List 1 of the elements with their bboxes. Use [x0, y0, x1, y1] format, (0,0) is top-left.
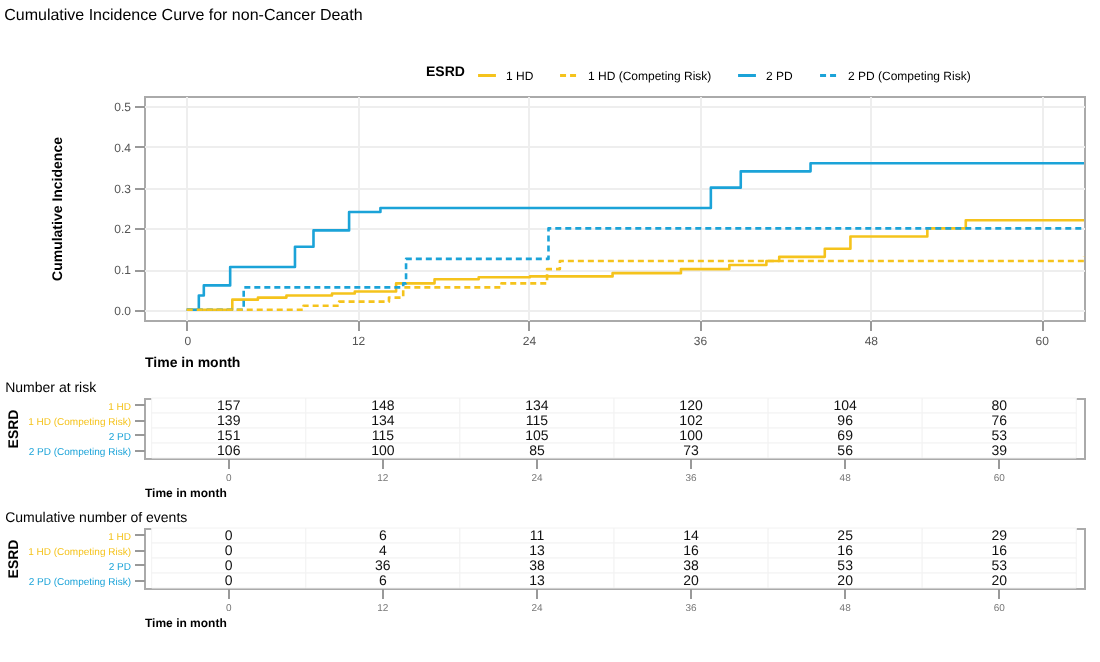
chart-title: Cumulative Incidence Curve for non-Cancer Death — [4, 6, 363, 24]
